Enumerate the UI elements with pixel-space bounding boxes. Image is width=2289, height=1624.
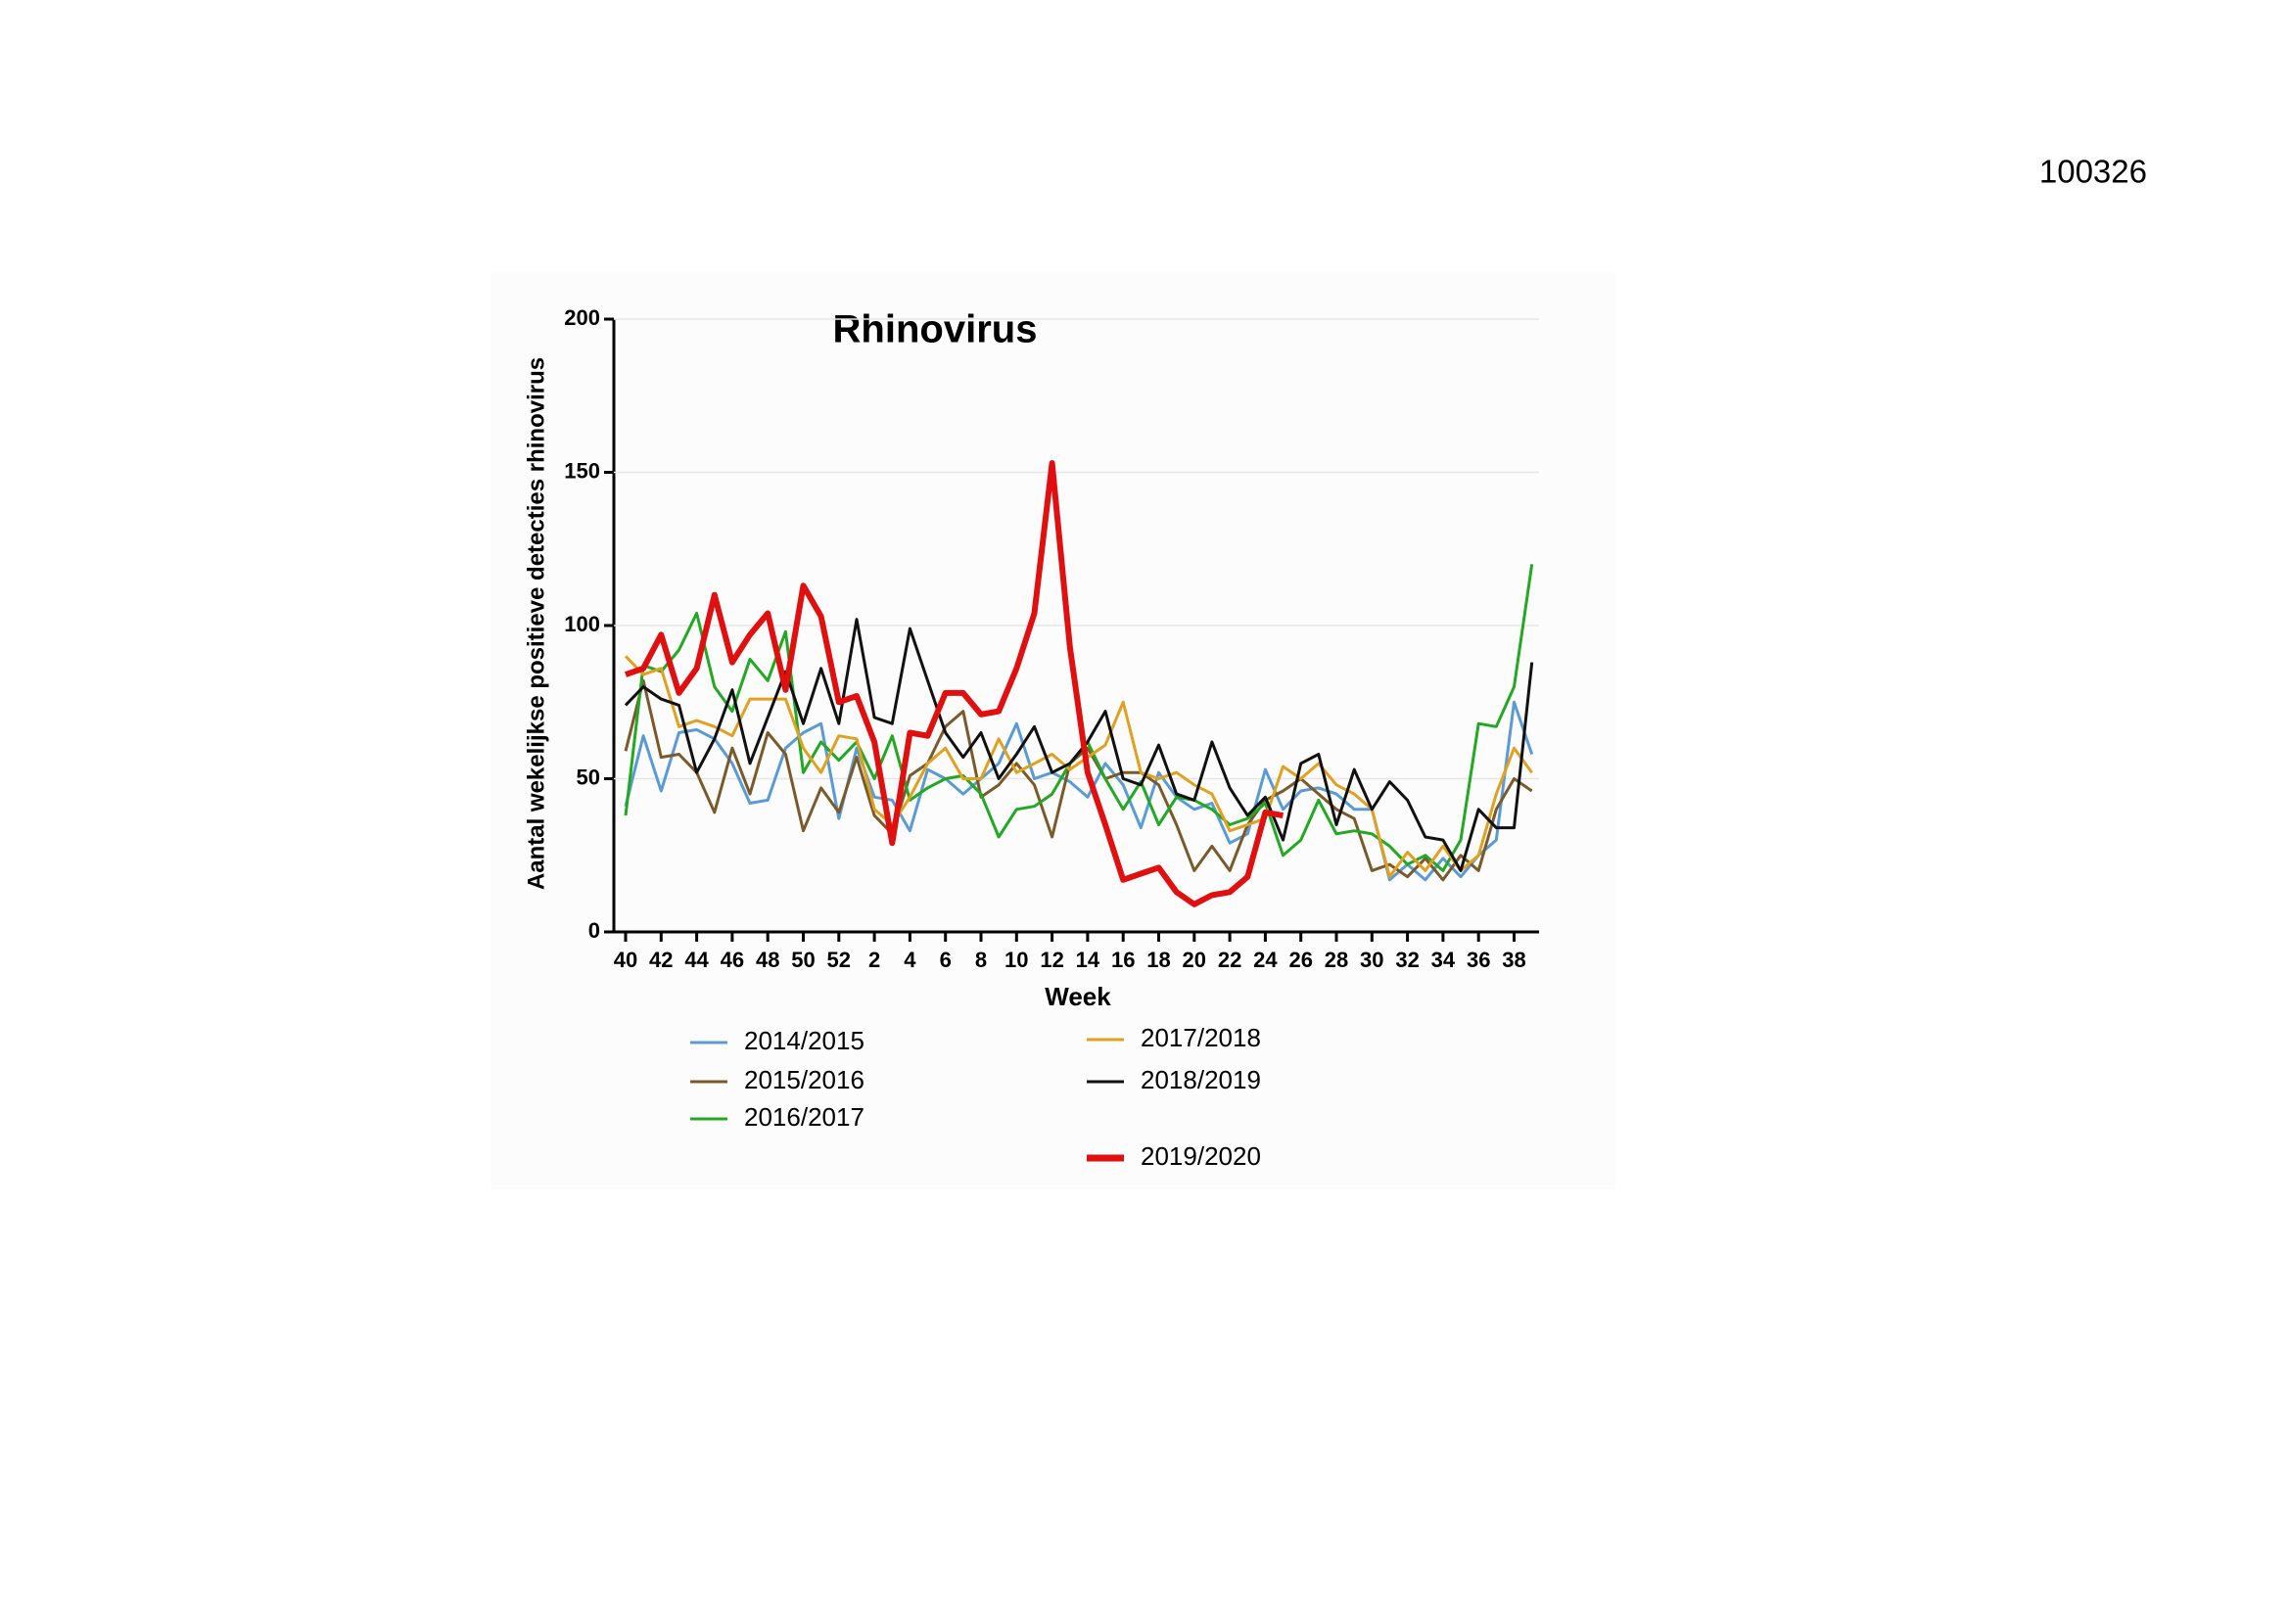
x-tick-label: 26 [1288, 948, 1312, 972]
x-tick-label: 50 [791, 948, 815, 972]
series-line [624, 618, 1534, 872]
x-tick-label: 10 [1004, 948, 1028, 972]
y-tick-label: 150 [564, 458, 600, 483]
legend-label: 2016/2017 [744, 1102, 864, 1132]
y-tick-label: 50 [577, 765, 600, 789]
x-tick-label: 36 [1467, 948, 1490, 972]
y-tick-label: 200 [564, 305, 600, 330]
legend-label: 2017/2018 [1141, 1023, 1261, 1052]
x-tick-label: 2 [868, 948, 880, 972]
x-tick-label: 16 [1111, 948, 1135, 972]
x-tick-label: 30 [1360, 948, 1383, 972]
chart-title: Rhinovirus [833, 308, 1038, 351]
x-axis-label: Week [1045, 982, 1111, 1011]
x-tick-label: 14 [1076, 948, 1100, 972]
x-tick-label: 38 [1502, 948, 1525, 972]
x-tick-label: 48 [756, 948, 779, 972]
x-tick-label: 4 [904, 948, 916, 972]
x-tick-label: 18 [1146, 948, 1170, 972]
y-tick-label: 0 [588, 918, 600, 943]
x-tick-label: 32 [1395, 948, 1419, 972]
legend-label: 2014/2015 [744, 1026, 864, 1055]
x-tick-label: 12 [1040, 948, 1063, 972]
x-tick-label: 44 [684, 948, 709, 972]
x-tick-label: 34 [1431, 948, 1456, 972]
x-tick-label: 40 [614, 948, 637, 972]
x-tick-label: 22 [1218, 948, 1241, 972]
series-line [624, 678, 1533, 882]
y-tick-label: 100 [564, 612, 600, 636]
page-id: 100326 [2039, 154, 2147, 190]
series-line [624, 655, 1533, 879]
legend-label: 2015/2016 [744, 1065, 864, 1094]
series-line [625, 460, 1285, 907]
x-tick-label: 24 [1253, 948, 1278, 972]
legend-label: 2018/2019 [1141, 1065, 1261, 1094]
chart-background [491, 272, 1615, 1189]
x-tick-label: 6 [940, 948, 952, 972]
x-tick-label: 28 [1325, 948, 1348, 972]
x-tick-label: 8 [975, 948, 987, 972]
legend-label: 2019/2020 [1141, 1141, 1261, 1171]
y-axis-label: Aantal wekelijkse positieve detecties rh… [523, 357, 549, 890]
x-tick-label: 20 [1183, 948, 1206, 972]
x-tick-label: 42 [649, 948, 673, 972]
x-tick-label: 52 [827, 948, 851, 972]
x-tick-label: 46 [721, 948, 744, 972]
